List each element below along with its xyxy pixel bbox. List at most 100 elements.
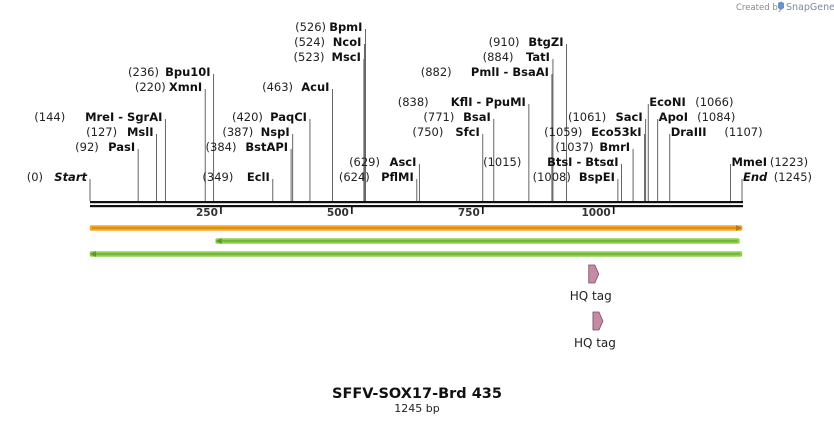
restriction-site: BstAPI (384) [206, 140, 292, 201]
site-position: (882) [421, 65, 452, 79]
site-name: MreI - SgrAI [85, 110, 162, 124]
site-name: BtgZI [528, 35, 563, 49]
site-name: EcoNI [649, 95, 685, 109]
tag-label: HQ tag [574, 336, 616, 350]
site-name: AcuI [301, 80, 329, 94]
site-name: PaqCI [270, 110, 307, 124]
site-name: NspI [261, 125, 290, 139]
site-name: TatI [526, 50, 550, 64]
site-position: (1107) [724, 125, 762, 139]
site-position: (524) [294, 35, 325, 49]
tag-label: HQ tag [570, 289, 612, 303]
restriction-site: XmnI(220) [135, 80, 206, 201]
arrow-right-icon [736, 225, 742, 231]
site-position: (1008) [533, 170, 571, 184]
features: HQ tag HQ tag [89, 225, 743, 350]
site-position: (92) [75, 140, 99, 154]
restriction-site: BtsI - BtsαI (1015) [483, 155, 623, 201]
site-position: (236) [128, 65, 159, 79]
arrow-left-icon [90, 251, 96, 257]
site-name: PflMI [381, 170, 414, 184]
restriction-site: MslI (127) [86, 125, 157, 201]
branding: Created by SnapGene [736, 1, 834, 13]
site-position: (1015) [483, 155, 521, 169]
restriction-site: NspI (387) [222, 125, 294, 201]
ruler-tick-label: 1000 [581, 207, 610, 219]
site-name: End [743, 170, 768, 184]
map-title: SFFV-SOX17-Brd 435 [332, 386, 502, 402]
site-position: (1066) [695, 95, 733, 109]
restriction-site: Eco53kI (1059) [544, 125, 646, 201]
site-name: BpmI [329, 20, 362, 34]
restriction-site: BmrI (1037) [555, 140, 634, 201]
sequence-backbone [90, 201, 743, 208]
restriction-site: ApoI (1084) [657, 110, 735, 201]
restriction-sites: Start (0) PasI (92) MslI (127)MreI - SgrAI (14… [27, 20, 812, 201]
site-position: (526) [295, 20, 326, 34]
site-position: (0) [27, 170, 43, 184]
site-position: (523) [294, 50, 325, 64]
restriction-site: KflI - PpuMI (838) [398, 95, 530, 201]
restriction-site: BpmI(526) [295, 20, 366, 201]
site-position: (1084) [697, 110, 735, 124]
site-position: (910) [489, 35, 520, 49]
backbone-top-strand [90, 201, 743, 204]
site-name: MmeI [731, 155, 767, 169]
restriction-site: AscI (629) [349, 155, 420, 201]
site-position: (1061) [568, 110, 606, 124]
map-length: 1245 bp [394, 402, 439, 415]
restriction-site: MscI (523) [294, 50, 365, 201]
site-name: PasI [108, 140, 135, 154]
site-position: (624) [339, 170, 370, 184]
site-name: Bpu10I [165, 65, 210, 79]
site-name: DraIII [671, 125, 707, 139]
tag-arrow-icon [588, 264, 600, 284]
restriction-site: Start (0) [27, 170, 91, 201]
restriction-site: DraIII (1107) [669, 125, 763, 201]
site-name: XmnI [169, 80, 202, 94]
restriction-site: SacI (1061) [568, 110, 647, 201]
ruler-tick-label: 250 [196, 207, 218, 219]
restriction-site: SfcI (750) [412, 125, 484, 201]
site-position: (838) [398, 95, 429, 109]
site-position: (384) [206, 140, 237, 154]
created-by-text: Created by [736, 3, 783, 13]
site-position: (1223) [770, 155, 808, 169]
site-name: SacI [615, 110, 642, 124]
arrow-left-icon [215, 238, 222, 244]
ruler-tick-label: 500 [327, 207, 349, 219]
site-name: Start [54, 170, 87, 184]
hq-tag-feature: HQ tag [570, 264, 612, 303]
site-position: (420) [232, 110, 263, 124]
site-name: BstAPI [245, 140, 288, 154]
site-position: (220) [135, 80, 166, 94]
site-position: (127) [86, 125, 117, 139]
site-name: EclI [247, 170, 270, 184]
site-name: Eco53kI [591, 125, 642, 139]
feature-bar [215, 238, 740, 244]
site-position: (144) [34, 110, 65, 124]
site-name: SfcI [455, 125, 479, 139]
restriction-site: BsaI (771) [423, 110, 495, 201]
restriction-site: MreI - SgrAI (144) [34, 110, 166, 201]
site-name: BtsI - BtsαI [547, 155, 618, 169]
restriction-site: NcoI (524) [294, 35, 365, 201]
site-position: (771) [423, 110, 454, 124]
ruler-ticks: 250 500 750 1000 [196, 207, 615, 219]
site-position: (750) [412, 125, 443, 139]
tag-arrow-icon [592, 311, 604, 331]
site-position: (1245) [774, 170, 812, 184]
restriction-site: End (1245) [741, 170, 812, 201]
site-name: BmrI [599, 140, 630, 154]
restriction-site: EclI (349) [202, 170, 274, 201]
site-name: BspEI [579, 170, 615, 184]
site-position: (1059) [544, 125, 582, 139]
restriction-site: MmeI (1223) [730, 155, 808, 201]
backbone-bottom-strand [90, 205, 743, 208]
site-name: NcoI [333, 35, 362, 49]
site-position: (629) [349, 155, 380, 169]
hq-tag-feature: HQ tag [574, 311, 616, 350]
restriction-site: PasI (92) [75, 140, 139, 201]
site-position: (387) [222, 125, 253, 139]
